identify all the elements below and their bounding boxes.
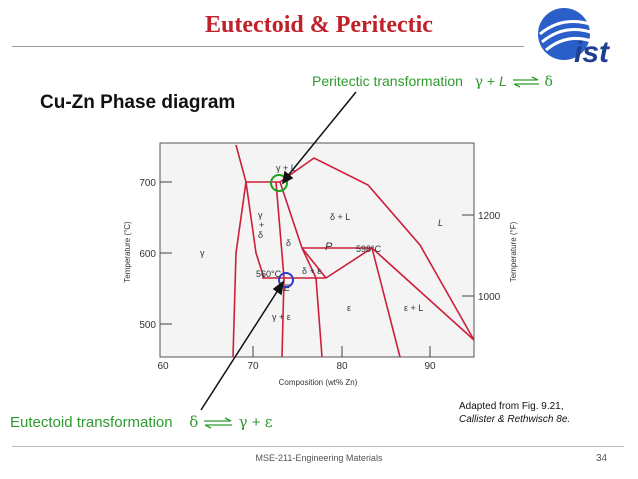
temp-label-560: 560°C	[256, 269, 282, 279]
x-axis-label: Composition (wt% Zn)	[279, 378, 358, 387]
liquidus-curve	[279, 157, 475, 341]
footer-divider	[12, 446, 624, 447]
plot-frame	[159, 142, 475, 358]
point-label-P: P	[325, 241, 333, 253]
phase-label-delta: δ	[286, 238, 291, 248]
ist-logo-icon: ist	[538, 8, 611, 66]
peritectic-reactant1: γ	[474, 74, 483, 90]
phase-label-gamma-delta-2: +	[259, 220, 264, 230]
source-citation: Adapted from Fig. 9.21, Callister & Reth…	[459, 400, 570, 426]
eutectoid-annotation: Eutectoid transformation δ γ + ε	[10, 413, 273, 431]
phase-boundaries	[232, 144, 475, 358]
boundary-gamma-liquidus	[235, 144, 265, 279]
phase-label-delta-eps: δ + ε	[302, 266, 321, 276]
logo-text: ist	[574, 36, 611, 66]
phase-label-eps-L: ε + L	[404, 303, 423, 313]
equilibrium-arrow-icon	[512, 76, 539, 88]
bottom-axis-ticks	[252, 346, 431, 357]
phase-label-gamma: γ	[200, 248, 205, 258]
boundary-delta-epsilon	[301, 247, 327, 279]
peritectic-point-marker	[270, 174, 288, 192]
boundary-epsilon-liquid	[371, 247, 475, 341]
source-line-2: Callister & Rethwisch 8e.	[459, 414, 571, 425]
slide-subtitle: Cu-Zn Phase diagram	[40, 92, 236, 113]
phase-label-gamma-eps: γ + ε	[272, 312, 291, 322]
x-tick-90: 90	[424, 361, 436, 372]
x-tick-70: 70	[247, 361, 259, 372]
page-number: 34	[596, 453, 608, 464]
phase-label-L: L	[438, 218, 443, 228]
eutectoid-plus: +	[251, 414, 261, 431]
phase-label-eps: ε	[347, 303, 351, 313]
y-axis-label-right: Temperature (°F)	[509, 221, 518, 282]
peritectic-arrow	[285, 91, 357, 179]
equilibrium-arrow-icon	[204, 417, 233, 429]
peritectic-arrowhead	[281, 170, 294, 185]
peritectic-annotation: Peritectic transformation γ + L δ	[312, 73, 553, 90]
x-tick-80: 80	[336, 361, 348, 372]
peritectic-label: Peritectic transformation	[312, 73, 463, 89]
boundary-delta-right	[279, 181, 323, 358]
eutectoid-point-marker	[278, 272, 294, 288]
eutectoid-product1: γ	[238, 413, 248, 431]
eutectoid-reactant: δ	[189, 413, 199, 431]
phase-label-gamma-delta-1: γ	[258, 210, 263, 220]
eutectoid-label: Eutectoid transformation	[10, 414, 173, 431]
left-axis-ticks	[160, 181, 172, 325]
source-line-1: Adapted from Fig. 9.21,	[459, 401, 564, 412]
right-axis-ticks	[462, 214, 474, 297]
y-tick-600: 600	[139, 249, 156, 260]
phase-label-delta-L: δ + L	[330, 212, 350, 222]
temp-label-598: 598°C	[356, 244, 382, 254]
peritectic-plus: +	[486, 73, 496, 89]
peritectic-product: δ	[544, 74, 553, 90]
y-tick-right-1200: 1200	[478, 211, 501, 222]
eutectoid-arrowhead	[272, 280, 285, 296]
title-divider	[12, 46, 524, 47]
point-label-E: E	[284, 283, 291, 293]
x-tick-60: 60	[157, 361, 169, 372]
eutectoid-arrow	[200, 286, 281, 411]
footer-course: MSE-211-Engineering Materials	[255, 453, 383, 463]
y-tick-500: 500	[139, 320, 156, 331]
boundary-gamma-solvus	[232, 181, 247, 358]
y-tick-right-1000: 1000	[478, 292, 501, 303]
peritectic-reactant2: L	[498, 73, 507, 89]
eutectoid-product2: ε	[264, 413, 273, 431]
annotation-arrows	[200, 91, 357, 411]
y-tick-700: 700	[139, 178, 156, 189]
slide-title: Eutectoid & Peritectic	[205, 12, 433, 38]
phase-label-gamma-L: γ + L	[276, 163, 296, 173]
y-axis-label-left: Temperature (°C)	[123, 221, 132, 283]
phase-label-gamma-delta-3: δ	[258, 230, 263, 240]
